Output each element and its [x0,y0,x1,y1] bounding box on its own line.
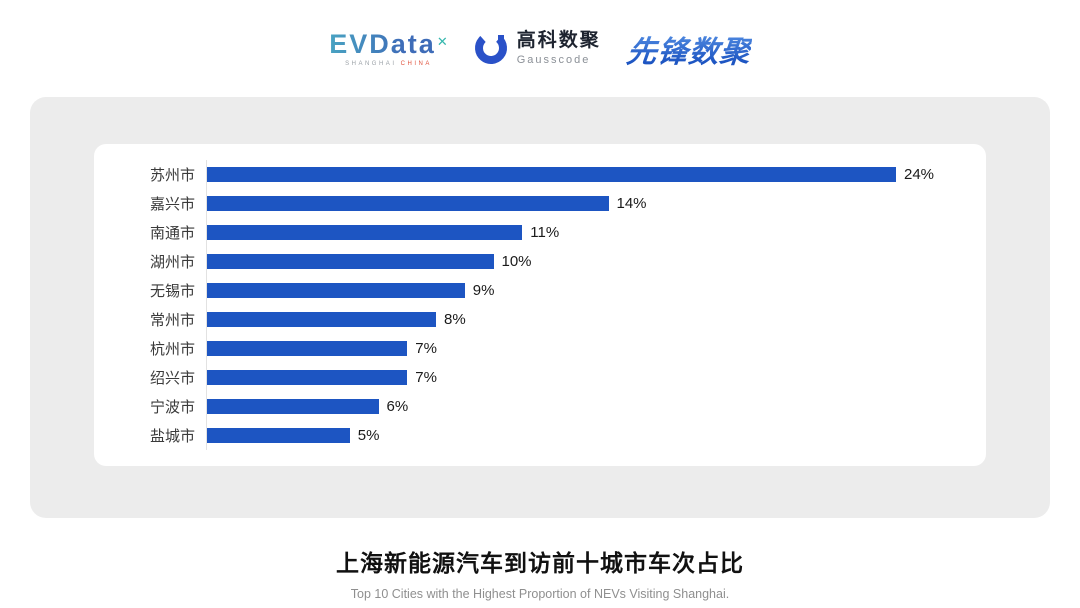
evdata-wordmark: EVData✕ [329,28,448,59]
bar-chart: 苏州市 24% 嘉兴市 14% 南通市 11% 湖州市 10% 无锡市 9% 常州市 8% 杭州市 7% 绍… [150,160,956,450]
value-label: 24% [904,166,935,183]
bar-rows: 苏州市 24% 嘉兴市 14% 南通市 11% 湖州市 10% 无锡市 9% 常州市 8% 杭州市 7% 绍… [150,160,956,450]
gausscode-text: 高科数聚 Gausscode [516,30,601,66]
value-label: 11% [530,224,560,241]
bar-track: 11% [206,224,956,241]
value-label: 9% [472,282,495,299]
category-label: 杭州市 [150,341,196,358]
bar [206,341,408,356]
header-logos: EVData✕ SHANGHAI CHINA 高科数聚 Gausscode 先锋… [0,0,1080,97]
bar [206,399,379,414]
value-label: 8% [444,311,466,328]
bar [206,312,436,327]
value-label: 6% [386,398,409,415]
category-label: 无锡市 [150,283,196,300]
bar-track: 5% [206,427,956,444]
bar-track: 7% [206,340,956,357]
bar-row: 盐城市 5% [150,421,956,450]
bar-row: 无锡市 9% [150,276,956,305]
value-label: 14% [616,195,647,212]
category-label: 宁波市 [150,399,196,416]
gausscode-ring-icon [474,32,507,65]
bar-row: 绍兴市 7% [150,363,956,392]
bar-row: 宁波市 6% [150,392,956,421]
category-label: 苏州市 [150,167,196,184]
bar-track: 6% [206,398,956,415]
gausscode-logo: 高科数聚 Gausscode [474,30,601,66]
bar-track: 7% [206,369,956,386]
category-label: 南通市 [150,225,196,242]
bar [206,254,494,269]
evdata-x-icon: ✕ [436,34,448,50]
category-label: 嘉兴市 [150,196,196,213]
bar-row: 杭州市 7% [150,334,956,363]
evdata-logo: EVData✕ SHANGHAI CHINA [329,28,448,67]
category-label: 常州市 [150,312,196,329]
bar-row: 南通市 11% [150,218,956,247]
xianfeng-logo: 先锋数聚 [624,27,753,71]
value-label: 7% [415,340,437,357]
chart-subtitle: Top 10 Cities with the Highest Proportio… [350,587,730,601]
bar [206,428,350,443]
y-axis-line [206,160,207,450]
bar-track: 9% [206,282,956,299]
bar [206,196,609,211]
chart-card: 苏州市 24% 嘉兴市 14% 南通市 11% 湖州市 10% 无锡市 9% 常州市 8% 杭州市 7% 绍… [94,144,986,466]
bar-track: 14% [206,195,956,212]
value-label: 5% [357,427,380,444]
chart-panel: 苏州市 24% 嘉兴市 14% 南通市 11% 湖州市 10% 无锡市 9% 常州市 8% 杭州市 7% 绍… [30,97,1050,518]
bar-row: 常州市 8% [150,305,956,334]
bar-row: 苏州市 24% [150,160,956,189]
chart-caption: 上海新能源汽车到访前十城市车次占比 Top 10 Cities with the… [0,544,1080,601]
bar [206,370,408,385]
bar [206,225,523,240]
category-label: 湖州市 [150,254,196,271]
value-label: 7% [415,369,437,386]
bar [206,283,465,298]
value-label: 10% [501,253,532,270]
bar-row: 湖州市 10% [150,247,956,276]
gausscode-cn: 高科数聚 [516,30,601,51]
bar [206,167,896,182]
chart-title: 上海新能源汽车到访前十城市车次占比 [336,550,744,576]
bar-track: 24% [206,166,956,183]
evdata-text: EVData [329,28,436,59]
bar-track: 10% [206,253,956,270]
category-label: 绍兴市 [150,370,196,387]
category-label: 盐城市 [150,428,196,445]
gausscode-en: Gausscode [516,53,591,66]
bar-row: 嘉兴市 14% [150,189,956,218]
evdata-tagline: SHANGHAI CHINA [345,60,432,67]
bar-track: 8% [206,311,956,328]
